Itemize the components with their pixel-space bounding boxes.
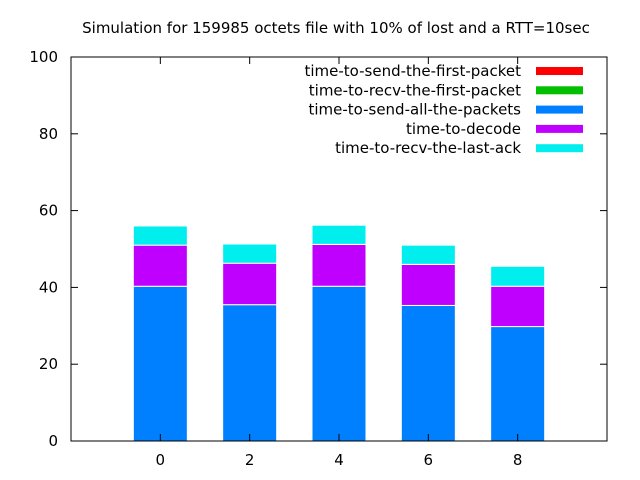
x-tick-label: 8 <box>513 451 523 469</box>
bar-8-series-2 <box>490 326 546 442</box>
legend-swatch <box>536 67 583 75</box>
legend-label: time-to-send-all-the-packets <box>308 101 521 119</box>
bar-0-series-3 <box>132 244 188 287</box>
chart-title: Simulation for 159985 octets file with 1… <box>82 19 590 37</box>
bar-6-series-2 <box>400 304 456 442</box>
legend-label: time-to-recv-the-last-ack <box>335 139 521 157</box>
y-tick-label: 80 <box>39 125 58 143</box>
x-tick-label: 4 <box>334 451 344 469</box>
y-tick-label: 60 <box>39 202 58 220</box>
legend-swatch <box>536 86 583 95</box>
legend-swatch <box>536 105 583 114</box>
bar-8-series-3 <box>490 285 546 328</box>
bar-0-series-2 <box>132 285 188 442</box>
legend: time-to-send-the-first-packettime-to-rec… <box>304 62 583 157</box>
legend-swatch <box>536 144 583 153</box>
x-tick-label: 0 <box>156 451 166 469</box>
bar-2-series-3 <box>222 262 278 306</box>
bars-group <box>132 224 546 442</box>
bar-6-series-3 <box>400 263 456 306</box>
x-tick-label: 6 <box>424 451 434 469</box>
x-tick-label: 2 <box>245 451 255 469</box>
y-tick-label: 100 <box>29 48 58 66</box>
bar-2-series-2 <box>222 304 278 442</box>
legend-swatch <box>536 124 583 133</box>
y-tick-label: 40 <box>39 278 58 296</box>
bar-6-series-4 <box>400 244 456 265</box>
bar-0-series-4 <box>132 225 188 246</box>
bar-4-series-2 <box>311 285 367 442</box>
y-tick-label: 20 <box>39 355 58 373</box>
legend-label: time-to-recv-the-first-packet <box>309 81 521 99</box>
legend-label: time-to-send-the-first-packet <box>304 62 521 80</box>
bar-2-series-4 <box>222 243 278 264</box>
bar-4-series-4 <box>311 224 367 245</box>
bar-8-series-4 <box>490 265 546 287</box>
axes-group: 0 20 40 60 80 100 0 2 4 6 8 <box>29 48 608 469</box>
y-tick-label: 0 <box>48 432 58 450</box>
legend-label: time-to-decode <box>406 120 521 138</box>
bar-4-series-3 <box>311 243 367 287</box>
